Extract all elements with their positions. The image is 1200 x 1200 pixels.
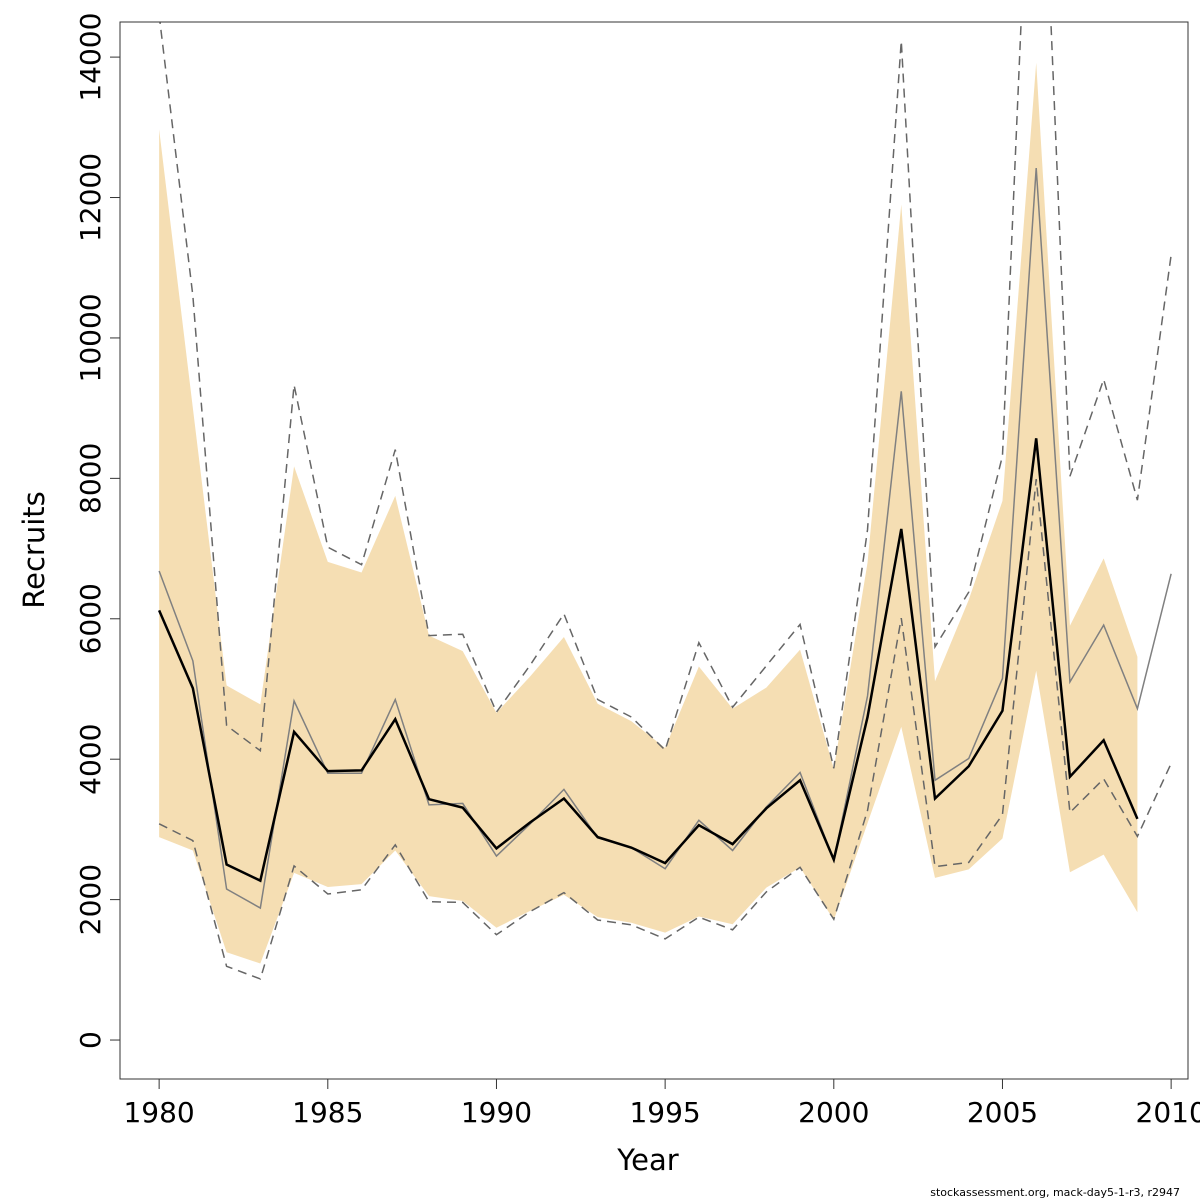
x-tick-label: 1995 bbox=[629, 1096, 700, 1129]
confidence-band bbox=[159, 62, 1138, 964]
x-tick-label: 2005 bbox=[967, 1096, 1038, 1129]
footer: stockassessment.org, mack-day5-1-r3, r29… bbox=[930, 1186, 1180, 1199]
series-line bbox=[158, 167, 1172, 910]
plot-area bbox=[157, 22, 1172, 980]
x-tick-label: 2000 bbox=[798, 1096, 869, 1129]
y-tick-label: 0 bbox=[74, 1031, 107, 1049]
y-tick-label: 8000 bbox=[74, 443, 107, 514]
x-tick-label: 1980 bbox=[123, 1096, 194, 1129]
y-tick-label: 10000 bbox=[74, 293, 107, 382]
x-tick-label: 1990 bbox=[461, 1096, 532, 1129]
y-tick-label: 4000 bbox=[74, 724, 107, 795]
y-tick-label: 14000 bbox=[74, 13, 107, 102]
y-tick-label: 6000 bbox=[74, 583, 107, 654]
x-tick-label: 1985 bbox=[292, 1096, 363, 1129]
y-tick-label: 12000 bbox=[74, 153, 107, 242]
x-tick-label: 2010 bbox=[1136, 1096, 1200, 1129]
series-line bbox=[158, 478, 1172, 980]
plot-box bbox=[119, 21, 1189, 1080]
y-axis-label: Recruits bbox=[17, 491, 51, 608]
y-tick-label: 2000 bbox=[74, 864, 107, 935]
series-line bbox=[157, 438, 1139, 883]
x-axis-label: Year bbox=[616, 1143, 678, 1177]
